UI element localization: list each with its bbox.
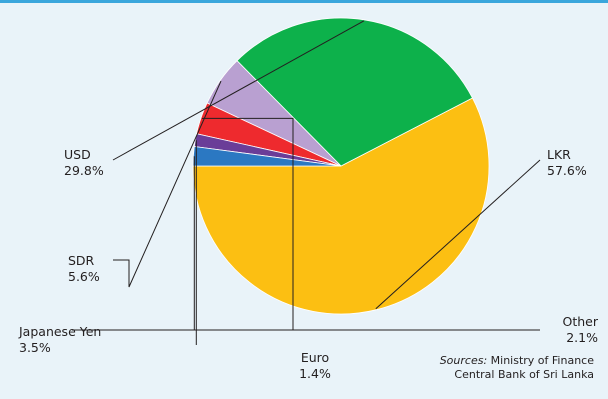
label-lkr-name: LKR [547,147,571,162]
label-japanese-yen-value: 3.5% [19,340,51,355]
source-line-2: Central Bank of Sri Lanka [454,368,594,381]
label-euro-value: 1.4% [299,366,331,381]
label-japanese-yen: Japanese Yen 3.5% [19,324,101,356]
source-prefix: Sources: [439,354,488,367]
pie-slice-lkr [192,97,490,315]
leader-line-japanese-yen [72,117,294,331]
label-japanese-yen-name: Japanese Yen [19,324,102,339]
pie-slice-other [192,146,342,167]
label-other-name: Other [562,314,599,329]
label-sdr-value: 5.6% [68,269,100,284]
label-lkr-value: 57.6% [547,163,587,178]
source-line-1: Ministry of Finance [490,354,594,367]
source-note: Sources: Ministry of Finance Central Ban… [440,354,594,382]
label-other: Other 2.1% [548,314,599,346]
leader-line-usd [112,20,365,161]
leader-line-sdr [113,80,222,288]
label-other-value: 2.1% [566,330,598,345]
label-euro-name: Euro [300,350,330,365]
pie-slice-usd [236,17,473,167]
label-usd-name: USD [64,147,91,162]
leader-line-other [193,156,540,331]
label-sdr: SDR 5.6% [68,253,100,285]
top-rule [0,0,608,3]
leader-line-lkr [375,159,541,310]
label-usd-value: 29.8% [64,163,104,178]
label-euro: Euro 1.4% [293,350,337,382]
label-usd: USD 29.8% [64,147,104,179]
label-lkr: LKR 57.6% [547,147,587,179]
label-sdr-name: SDR [68,253,95,268]
